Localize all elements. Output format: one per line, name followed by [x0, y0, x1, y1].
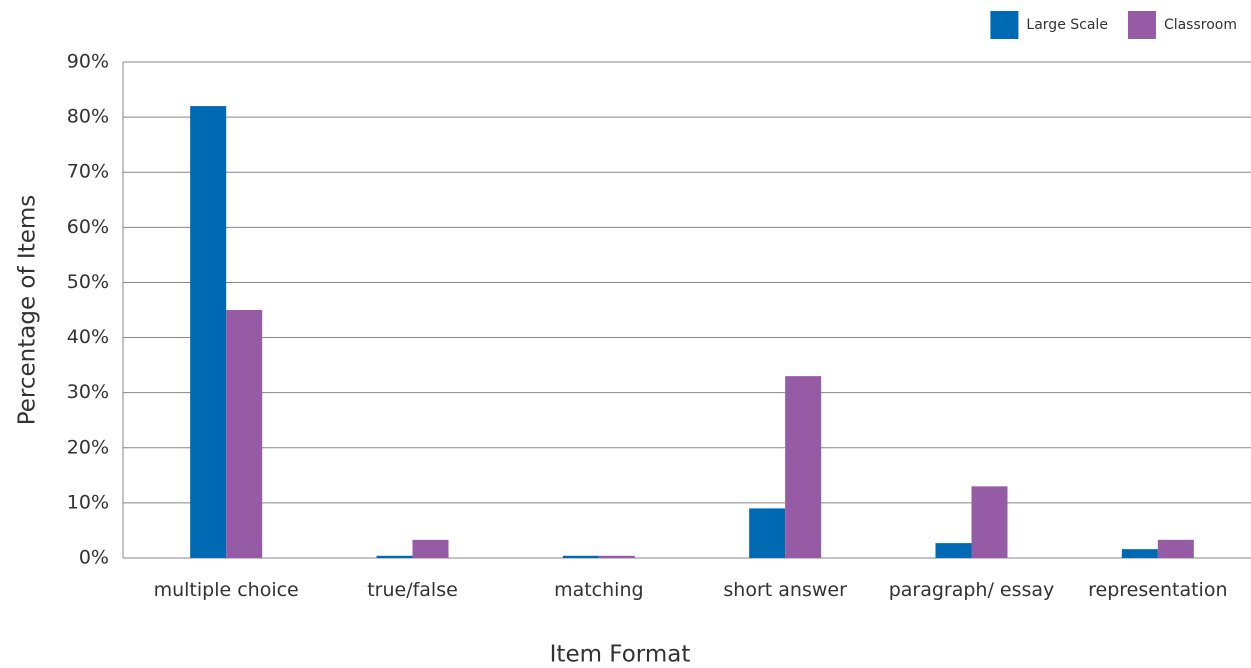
y-axis-title: Percentage of Items — [15, 195, 41, 426]
y-tick-label: 30% — [67, 381, 109, 403]
y-tick-label: 60% — [67, 216, 109, 238]
legend-swatch — [1127, 11, 1156, 39]
y-tick-label: 40% — [67, 326, 109, 348]
x-tick-label: true/false — [367, 579, 458, 601]
bar — [749, 508, 786, 558]
legend-label: Large Scale — [1026, 17, 1108, 33]
bar — [1121, 549, 1158, 558]
y-tick-label: 20% — [67, 436, 109, 458]
bar — [785, 376, 822, 558]
x-tick-label: representation — [1088, 579, 1228, 601]
bar — [971, 486, 1008, 558]
y-tick-label: 90% — [67, 51, 109, 73]
bar — [190, 106, 227, 558]
bar — [598, 555, 635, 558]
bar — [376, 555, 413, 558]
x-tick-label: short answer — [723, 579, 847, 601]
bar — [935, 543, 972, 558]
x-tick-label: matching — [554, 579, 644, 601]
x-tick-label: multiple choice — [153, 579, 299, 601]
y-tick-label: 50% — [67, 271, 109, 293]
legend-swatch — [990, 11, 1019, 39]
y-tick-label: 0% — [79, 547, 109, 569]
x-axis-title: Item Format — [550, 642, 691, 668]
bar — [412, 539, 449, 558]
bar — [1157, 539, 1194, 558]
bar — [562, 555, 599, 558]
y-tick-label: 10% — [67, 491, 109, 513]
legend-label: Classroom — [1164, 17, 1237, 33]
y-tick-label: 70% — [67, 161, 109, 183]
bar — [226, 310, 263, 558]
y-tick-label: 80% — [67, 106, 109, 128]
x-tick-label: paragraph/ essay — [888, 579, 1055, 601]
